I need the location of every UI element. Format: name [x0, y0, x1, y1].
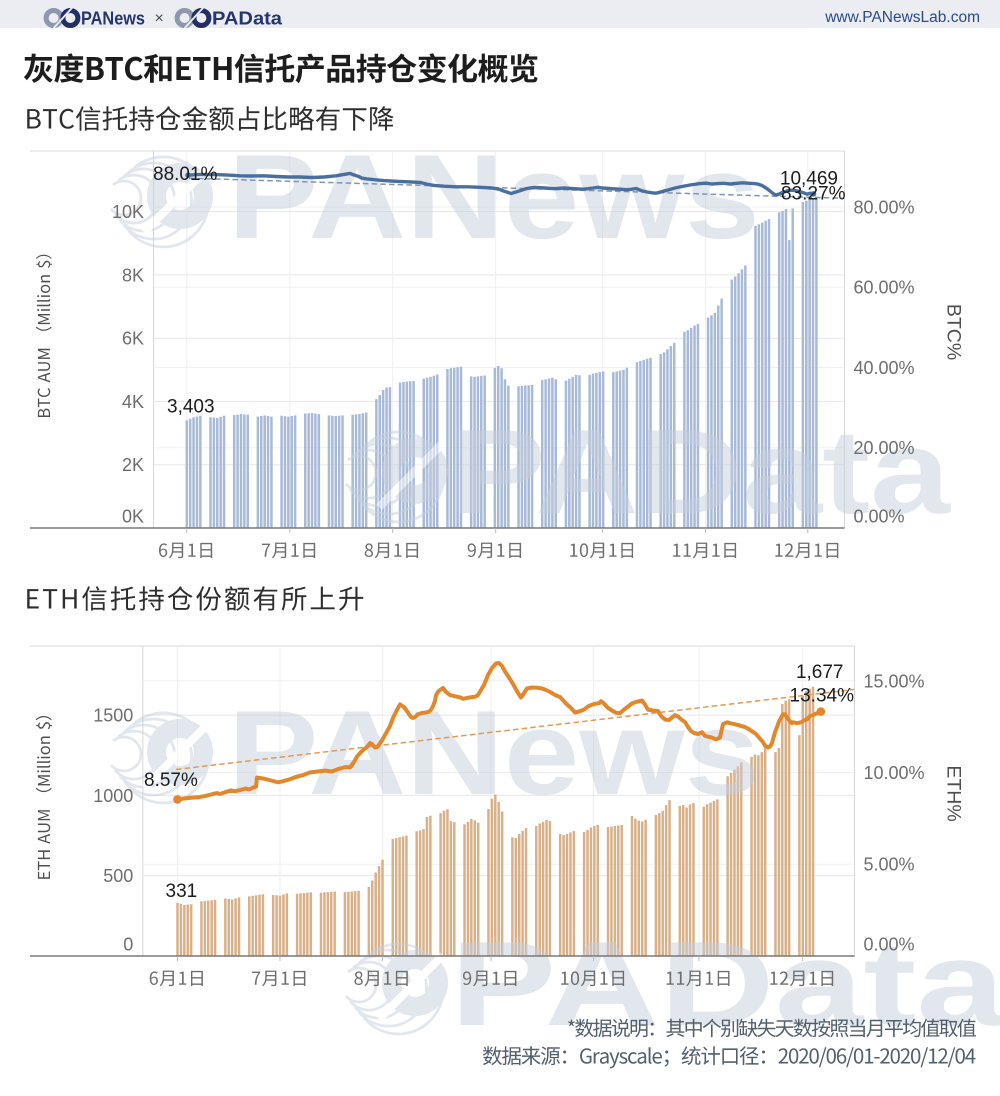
svg-text:500: 500	[103, 866, 133, 886]
svg-text:80.00%: 80.00%	[854, 198, 915, 218]
svg-text:2K: 2K	[122, 455, 144, 475]
svg-text:PANews: PANews	[228, 130, 760, 264]
svg-text:BTC%: BTC%	[943, 304, 965, 360]
svg-text:PAData: PAData	[212, 8, 283, 29]
svg-text:1000: 1000	[93, 786, 133, 806]
svg-text:331: 331	[166, 881, 198, 902]
svg-text:0.00%: 0.00%	[864, 935, 915, 955]
svg-text:8.57%: 8.57%	[144, 770, 198, 791]
svg-text:88.01%: 88.01%	[153, 164, 218, 185]
svg-text:0: 0	[123, 935, 133, 955]
svg-text:40.00%: 40.00%	[854, 358, 915, 378]
svg-text:www.PANewsLab.com: www.PANewsLab.com	[824, 9, 980, 26]
svg-text:15.00%: 15.00%	[864, 671, 925, 691]
svg-text:10.00%: 10.00%	[864, 763, 925, 783]
svg-text:0.00%: 0.00%	[854, 507, 905, 527]
svg-text:PANews: PANews	[81, 8, 145, 29]
svg-text:5.00%: 5.00%	[864, 855, 915, 875]
svg-text:60.00%: 60.00%	[854, 278, 915, 298]
svg-text:10K: 10K	[112, 202, 144, 222]
svg-text:10,469: 10,469	[780, 169, 838, 190]
svg-text:83.27%: 83.27%	[781, 184, 846, 205]
svg-text:PANews: PANews	[228, 686, 760, 820]
svg-text:20.00%: 20.00%	[854, 438, 915, 458]
svg-text:8K: 8K	[122, 265, 144, 285]
svg-text:1,677: 1,677	[796, 662, 844, 683]
svg-text:0K: 0K	[122, 507, 144, 527]
svg-text:3,403: 3,403	[167, 397, 215, 418]
svg-text:ETH%: ETH%	[943, 765, 965, 821]
svg-text:13.34%: 13.34%	[790, 686, 855, 707]
svg-text:6K: 6K	[122, 329, 144, 349]
svg-text:1500: 1500	[93, 706, 133, 726]
svg-text:PAData: PAData	[450, 405, 952, 539]
svg-text:4K: 4K	[122, 392, 144, 412]
svg-text:×: ×	[155, 10, 164, 27]
